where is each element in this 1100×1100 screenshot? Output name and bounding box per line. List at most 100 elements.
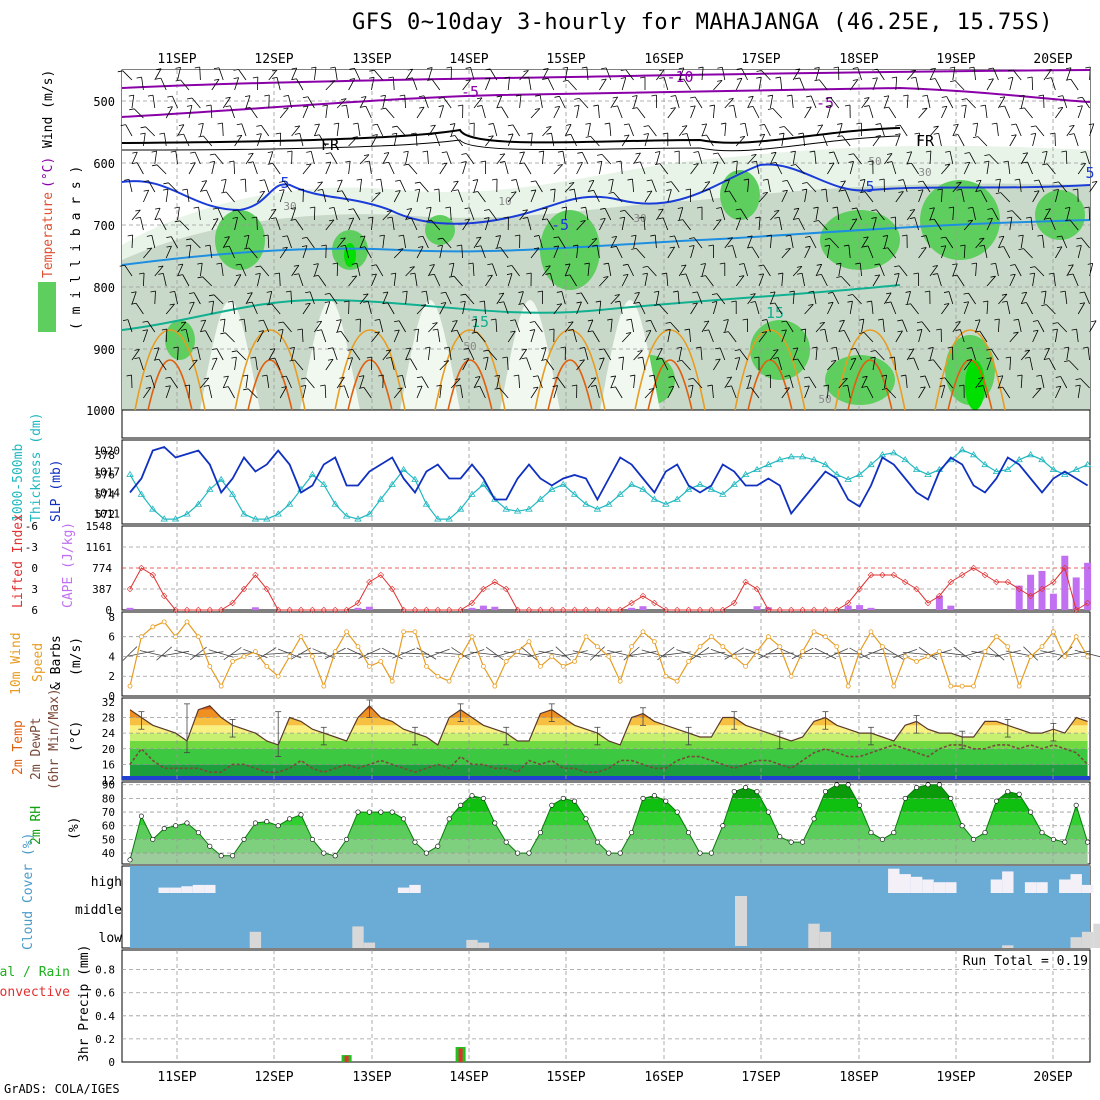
rh-marker xyxy=(788,839,794,845)
wind-barb xyxy=(1032,330,1039,343)
wind-barb xyxy=(244,178,247,193)
wind-barb-flag xyxy=(190,151,196,154)
wind-barb-flag xyxy=(233,68,239,71)
wind-barb-flag xyxy=(336,319,342,322)
wind-barb-flag xyxy=(186,97,193,100)
wind-barb-flag xyxy=(156,68,162,71)
wind-barb xyxy=(222,122,224,137)
wind-barb-flag xyxy=(1002,300,1008,303)
wind-barb xyxy=(809,236,817,249)
wind-barb xyxy=(849,79,859,91)
wind-barb xyxy=(804,189,808,203)
wind-barb xyxy=(341,190,349,203)
wind-barb xyxy=(359,96,367,109)
wind-barb xyxy=(792,266,803,277)
wind-barb-flag xyxy=(909,217,915,219)
wind-barb xyxy=(353,208,361,221)
wind-barb-flag xyxy=(978,377,984,379)
rh-marker xyxy=(401,816,407,822)
wind-barb-flag xyxy=(661,272,667,275)
wind-barb xyxy=(291,264,300,277)
wind-barb-flag xyxy=(136,76,142,79)
wind-barb-flag xyxy=(347,348,353,351)
lifted-index-marker xyxy=(126,585,134,593)
rh-dry-tongue xyxy=(500,300,560,410)
wind-barb-10m xyxy=(561,650,588,657)
cape-bar xyxy=(468,607,476,610)
wind-barb-flag xyxy=(828,301,834,304)
rh-tick-label: 90 xyxy=(102,779,115,792)
wind-barb xyxy=(818,220,828,231)
wind-barb-flag xyxy=(814,79,820,82)
wind-barb xyxy=(416,329,419,343)
wind-barb xyxy=(906,151,913,165)
rh-marker xyxy=(651,793,657,799)
rh-marker xyxy=(150,836,156,842)
wind-speed-marker xyxy=(788,673,794,679)
wind-barb xyxy=(938,133,942,147)
wind-barb xyxy=(587,377,597,389)
wind-barb-flag xyxy=(738,263,745,265)
wind-barb-flag xyxy=(208,294,215,297)
wind-barb xyxy=(466,153,475,165)
wind-barb-flag xyxy=(387,216,393,219)
wind-barb-flag xyxy=(203,377,209,380)
wind-barb xyxy=(1032,273,1036,287)
cape-tick-label: 1161 xyxy=(86,541,113,554)
wind-barb-10m xyxy=(937,651,965,656)
wind-barb-flag xyxy=(642,265,648,268)
wind-barb xyxy=(921,321,931,333)
wind-barb xyxy=(963,245,966,259)
wind-barb-flag xyxy=(994,318,1000,321)
wind-barb-flag xyxy=(850,357,856,360)
wind-barb xyxy=(165,385,171,399)
wind-barb-flag xyxy=(291,67,297,70)
rh-marker xyxy=(515,850,521,856)
temp-unit-label-2m: (°C) xyxy=(69,721,84,752)
wind-barb-flag xyxy=(825,97,831,100)
wind-barb-flag xyxy=(471,318,477,321)
wind-barb-flag xyxy=(371,273,377,276)
wind-barb-flag xyxy=(930,78,936,80)
wind-barb xyxy=(933,218,942,231)
wind-barb-flag xyxy=(817,133,823,136)
wind-barb-flag xyxy=(657,348,663,350)
wind-barb xyxy=(995,263,999,277)
cloud-bar-low xyxy=(477,942,490,948)
wind-barb-flag xyxy=(430,124,436,127)
wind-barb xyxy=(325,301,331,315)
wind-barb xyxy=(445,292,452,305)
wind-barb-flag xyxy=(588,189,594,192)
wind-barb-flag xyxy=(728,104,734,107)
wind-barb xyxy=(644,388,655,399)
wind-barb xyxy=(260,265,270,277)
wind-barb-flag xyxy=(1056,246,1062,249)
wind-barb-flag xyxy=(546,132,552,135)
wind-barb-flag xyxy=(1036,387,1042,390)
wind-barb xyxy=(966,98,976,109)
wind-barb xyxy=(1035,125,1045,137)
thickness-marker xyxy=(399,465,408,473)
wind-barb-flag xyxy=(870,350,876,352)
wind-barb-flag xyxy=(590,385,597,387)
wind-barb-flag xyxy=(905,291,911,293)
wind-barb-10m xyxy=(868,652,897,655)
lifted-index-marker xyxy=(514,606,521,614)
wind-barb-flag xyxy=(248,161,254,164)
wind-barb xyxy=(211,218,219,231)
wind-barb xyxy=(416,246,424,259)
wind-barb-flag xyxy=(689,245,695,247)
wind-barb xyxy=(234,77,239,91)
wind-barb-flag xyxy=(618,356,624,359)
wind-barb xyxy=(405,208,413,221)
wind-barb-flag xyxy=(553,236,559,239)
wind-barb xyxy=(685,273,691,287)
wind-speed-marker xyxy=(845,683,851,689)
wind-barb-10m xyxy=(893,648,918,659)
wind-barb xyxy=(1060,376,1068,389)
wind-barb-flag xyxy=(190,162,196,165)
cloud-background xyxy=(130,866,1090,948)
lifted-index-marker xyxy=(947,578,955,586)
wind-barb-flag xyxy=(743,178,749,181)
wind-barb-flag xyxy=(490,318,496,321)
